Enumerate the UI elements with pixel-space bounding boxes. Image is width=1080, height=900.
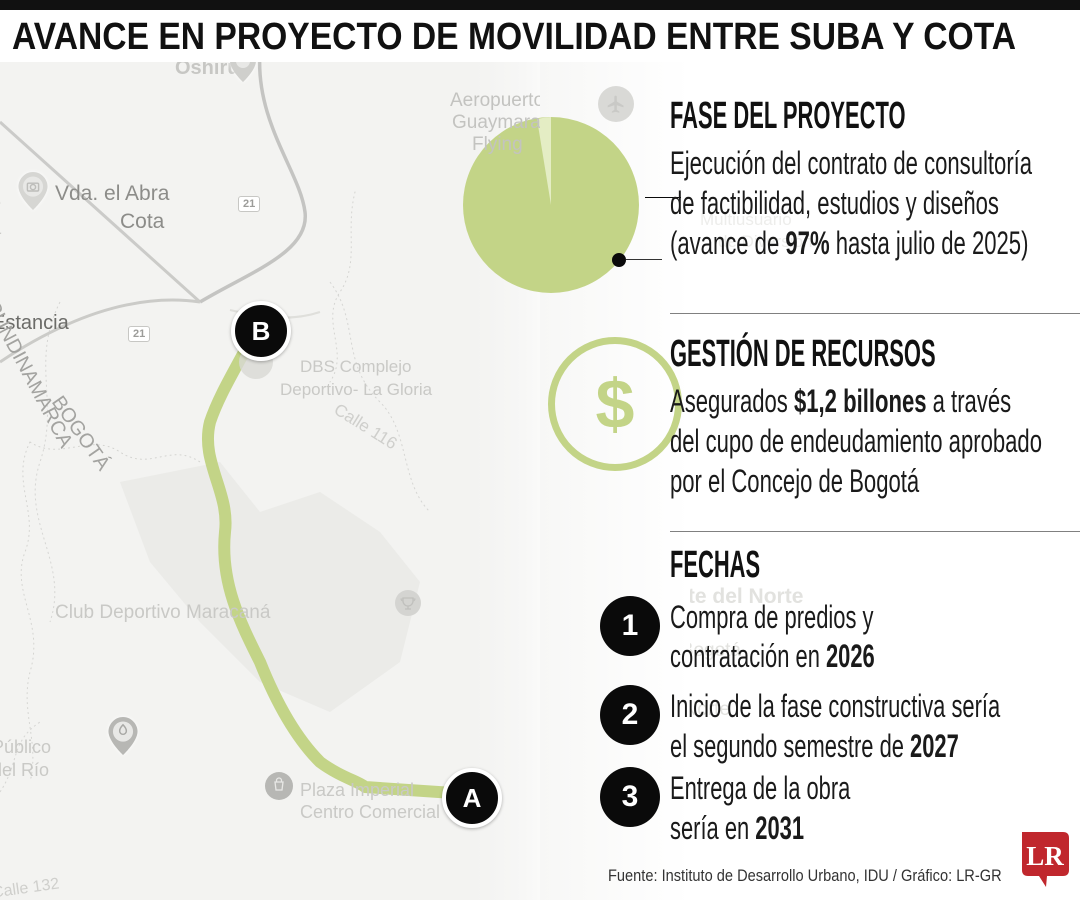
- svg-text:LR: LR: [1026, 841, 1064, 871]
